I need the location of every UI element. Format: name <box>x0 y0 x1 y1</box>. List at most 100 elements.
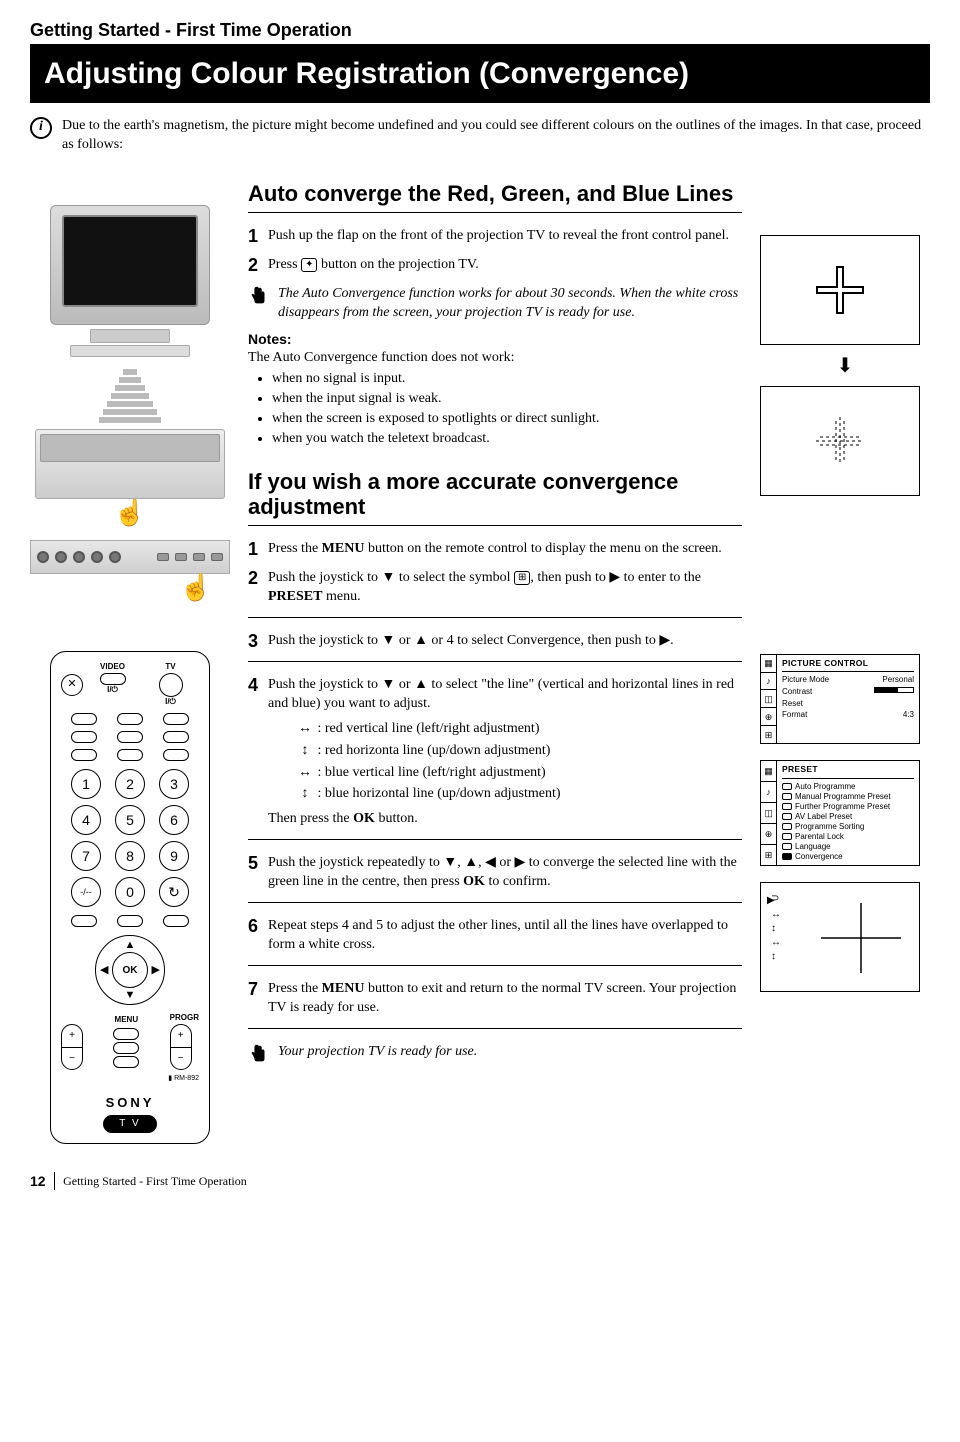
video-power-label: I/⏻ <box>100 685 126 696</box>
s2-step3: 3 Push the joystick to ▼ or ▲ or 4 to se… <box>248 632 742 651</box>
s2-num-5: 5 <box>248 854 262 892</box>
s2-4-lead: Push the joystick to ▼ or ▲ to select "t… <box>268 677 734 711</box>
notes-lead: The Auto Convergence function does not w… <box>248 349 742 368</box>
rule-2 <box>248 525 742 526</box>
osd-icon-sound: ♪ <box>761 673 776 691</box>
s2-1b: MENU <box>322 541 365 556</box>
picture-control-osd: ▦ ♪ ◫ ⊕ ⊞ PICTURE CONTROL Picture ModePe… <box>760 654 920 745</box>
tv-power-button <box>159 673 183 697</box>
pic-row0-r: Personal <box>882 675 914 686</box>
s2-step4: 4 Push the joystick to ▼ or ▲ to select … <box>248 676 742 829</box>
intro-row: i Due to the earth's magnetism, the pict… <box>30 117 930 155</box>
osd-icon-feat: ◫ <box>761 690 776 708</box>
menu-label: MENU <box>113 1015 139 1026</box>
content-column: Auto converge the Red, Green, and Blue L… <box>248 181 742 1144</box>
s1-hint: The Auto Convergence function works for … <box>248 285 742 323</box>
brand-label: SONY <box>61 1094 199 1112</box>
s2-num-6: 6 <box>248 917 262 955</box>
remote-pill-3 <box>163 713 189 725</box>
s1-step2-body: Press ✦ button on the projection TV. <box>268 256 742 275</box>
main-columns: ☝ ☝ ✕ VIDEO I/⏻ TV <box>30 181 930 1144</box>
remote-pill-6 <box>163 731 189 743</box>
osd-icon-strip-1: ▦ ♪ ◫ ⊕ ⊞ <box>761 655 777 744</box>
hand-press-icon: ☝ <box>30 495 230 530</box>
progr-rocker: +− <box>170 1024 192 1070</box>
s2-final-hint-text: Your projection TV is ready for use. <box>278 1043 477 1072</box>
remote-pill-5 <box>117 731 143 743</box>
aux-button-2 <box>113 1056 139 1068</box>
preset-item-4: Programme Sorting <box>782 822 914 832</box>
s2-step1: 1 Press the MENU button on the remote co… <box>248 540 742 559</box>
s2-5c: to confirm. <box>485 874 551 889</box>
s2-7b: MENU <box>322 981 365 996</box>
tv-illustration <box>40 205 220 365</box>
rule-7 <box>248 965 742 966</box>
footer: 12 Getting Started - First Time Operatio… <box>30 1172 930 1191</box>
beam-illustration <box>30 369 230 423</box>
rule-5 <box>248 839 742 840</box>
s2-step6: 6 Repeat steps 4 and 5 to adjust the oth… <box>248 917 742 955</box>
remote-model-text: RM-892 <box>174 1075 199 1082</box>
s1-hint-text: The Auto Convergence function works for … <box>278 285 742 323</box>
remote-pill-2 <box>117 713 143 725</box>
s2-step5-body: Push the joystick repeatedly to ▼, ▲, ◀ … <box>268 854 742 892</box>
rule-4 <box>248 661 742 662</box>
num-4: 4 <box>71 805 101 835</box>
s2-num-3: 3 <box>248 632 262 651</box>
num-2: 2 <box>115 769 145 799</box>
notes-list: when no signal is input. when the input … <box>272 370 742 449</box>
preset-list: Auto Programme Manual Programme Preset F… <box>782 782 914 862</box>
num-cycle: ↻ <box>159 877 189 907</box>
tv-power-label: I/⏻ <box>159 697 183 708</box>
preset-title: PRESET <box>782 764 914 778</box>
s1-step2b: button on the projection TV. <box>321 257 479 272</box>
s2-num-2: 2 <box>248 569 262 607</box>
svg-text:↕: ↕ <box>771 951 776 962</box>
note-3: when you watch the teletext broadcast. <box>272 430 742 449</box>
footer-text: Getting Started - First Time Operation <box>63 1173 247 1189</box>
remote-pill-9 <box>163 749 189 761</box>
preset-item-1: Manual Programme Preset <box>782 792 914 802</box>
mute-button: ✕ <box>61 674 83 696</box>
down-arrow-icon: ⬇ <box>760 353 930 380</box>
s2-num-4: 4 <box>248 676 262 829</box>
remote-pill-4 <box>71 731 97 743</box>
pic-row2-l: Reset <box>782 699 803 710</box>
joystick-left-icon: ◀ <box>100 963 108 978</box>
preset-item-7: Convergence <box>782 852 914 862</box>
contrast-bar <box>874 687 914 693</box>
page-title: Adjusting Colour Registration (Convergen… <box>30 46 930 103</box>
ok-button: OK <box>112 952 148 988</box>
s2-final-hint: Your projection TV is ready for use. <box>248 1043 742 1072</box>
step-num-1: 1 <box>248 227 262 246</box>
remote-pill-c <box>163 915 189 927</box>
step-num-2: 2 <box>248 256 262 275</box>
section1-heading: Auto converge the Red, Green, and Blue L… <box>248 181 742 206</box>
adj-sym-2: ↔ <box>296 762 314 781</box>
joystick-up-icon: ▲ <box>125 938 136 953</box>
adjust-lines: ↔ : red vertical line (left/right adjust… <box>296 718 742 805</box>
osd2-icon-sound: ♪ <box>761 782 776 803</box>
s1-step2a: Press <box>268 257 301 272</box>
adj-sym-1: ↕ <box>296 740 314 759</box>
s2-step7-body: Press the MENU button to exit and return… <box>268 980 742 1018</box>
s2-4aa: Then press the <box>268 811 353 826</box>
rule-1 <box>248 212 742 213</box>
num-8: 8 <box>115 841 145 871</box>
hand-icon-2 <box>248 1043 270 1072</box>
rule-8 <box>248 1028 742 1029</box>
s2-step4-body: Push the joystick to ▼ or ▲ to select "t… <box>268 676 742 829</box>
adj-txt-2: : blue vertical line (left/right adjustm… <box>318 765 546 780</box>
joystick-down-icon: ▼ <box>125 988 136 1003</box>
remote-illustration: ✕ VIDEO I/⏻ TV I/⏻ <box>50 651 210 1144</box>
osd-icon-strip-2: ▦ ♪ ◫ ⊕ ⊞ <box>761 761 777 864</box>
numpad: 1 2 3 4 5 6 7 8 9 -/-- 0 ↻ <box>67 769 193 907</box>
num-dash: -/-- <box>71 877 101 907</box>
s2-step6-body: Repeat steps 4 and 5 to adjust the other… <box>268 917 742 955</box>
section2-heading: If you wish a more accurate convergence … <box>248 469 742 520</box>
num-6: 6 <box>159 805 189 835</box>
s2-step1-body: Press the MENU button on the remote cont… <box>268 540 742 559</box>
joystick-right-icon: ▶ <box>152 963 160 978</box>
osd-icon-preset: ⊞ <box>761 726 776 743</box>
aux-button-1 <box>113 1042 139 1054</box>
